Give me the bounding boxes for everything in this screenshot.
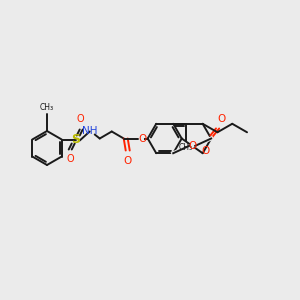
- Text: CH₃: CH₃: [178, 143, 193, 152]
- Text: O: O: [77, 115, 85, 124]
- Text: O: O: [217, 115, 225, 124]
- Text: O: O: [188, 141, 196, 151]
- Text: S: S: [71, 133, 80, 146]
- Text: O: O: [124, 155, 132, 166]
- Text: O: O: [139, 134, 147, 143]
- Text: O: O: [202, 146, 210, 156]
- Text: CH₃: CH₃: [40, 103, 54, 112]
- Text: NH: NH: [82, 127, 98, 136]
- Text: O: O: [67, 154, 74, 164]
